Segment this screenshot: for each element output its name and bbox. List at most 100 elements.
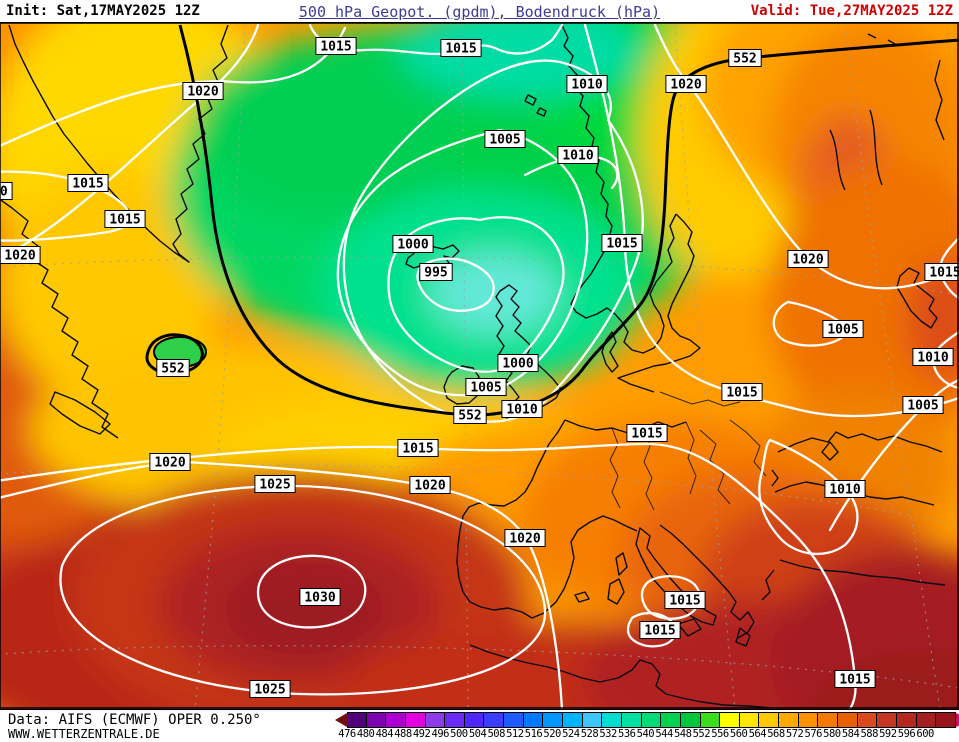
svg-text:1020: 1020 xyxy=(509,532,540,547)
svg-text:1020: 1020 xyxy=(670,78,701,93)
colorbar-tick-label: 600 xyxy=(916,728,934,740)
colorbar-tick-label: 580 xyxy=(823,728,841,740)
pressure-label: 1020 xyxy=(409,476,451,494)
pressure-label: 1015 xyxy=(924,263,959,281)
colorbar-segment xyxy=(621,712,642,728)
pressure-label: 1015 xyxy=(601,234,643,252)
colorbar-segment xyxy=(582,712,603,728)
svg-text:1005: 1005 xyxy=(489,133,520,148)
svg-text:1010: 1010 xyxy=(562,149,593,164)
pressure-label: 1000 xyxy=(392,235,434,253)
svg-text:1015: 1015 xyxy=(839,673,870,688)
colorbar-tick-label: 488 xyxy=(394,728,412,740)
pressure-label: 1015 xyxy=(639,621,681,639)
header-bar: Init: Sat,17MAY2025 12Z 500 hPa Geopot. … xyxy=(0,0,959,23)
colorbar-tick-label: 500 xyxy=(450,728,468,740)
colorbar-tick-label: 572 xyxy=(785,728,804,740)
pressure-label: 1010 xyxy=(824,480,866,498)
graticule-lines xyxy=(0,24,959,709)
svg-text:1015: 1015 xyxy=(644,624,675,639)
colorbar-segment xyxy=(504,712,524,728)
svg-text:1010: 1010 xyxy=(506,403,537,418)
colorbar-tick-label: 556 xyxy=(711,728,729,740)
svg-text:1025: 1025 xyxy=(254,683,285,698)
svg-text:1020: 1020 xyxy=(154,456,185,471)
pressure-label: 1015 xyxy=(315,37,357,55)
colorbar-segment xyxy=(543,712,564,728)
colorbar-tick-label: 544 xyxy=(655,728,673,740)
pressure-label: 1005 xyxy=(465,378,507,396)
colorbar-segment xyxy=(366,712,387,728)
geopotential-colorbar: 476 480 484 488 492 496 500 504 508 512 516 520 524 5… xyxy=(335,712,959,741)
colorbar-segment xyxy=(523,712,544,728)
colorbar-segment xyxy=(563,712,583,728)
pressure-label: 1015 xyxy=(440,39,482,57)
colorbar-tick-label: 476 xyxy=(338,728,356,740)
colorbar-tick-label: 584 xyxy=(841,728,860,740)
colorbar-tick-label: 508 xyxy=(487,728,505,740)
svg-text:1015: 1015 xyxy=(445,42,476,57)
pressure-label: 1005 xyxy=(484,130,526,148)
svg-text:1000: 1000 xyxy=(397,238,428,253)
svg-text:1015: 1015 xyxy=(669,594,700,609)
colorbar-segment xyxy=(602,712,622,728)
colorbar-segment xyxy=(818,712,839,728)
website-label: WWW.WETTERZENTRALE.DE xyxy=(8,727,160,741)
svg-text:1020: 1020 xyxy=(792,253,823,268)
colorbar-right-arrow xyxy=(955,713,959,727)
svg-text:552: 552 xyxy=(161,362,184,377)
colorbar-segment xyxy=(798,712,819,728)
colorbar-tick-label: 540 xyxy=(636,728,655,740)
colorbar-tick-label: 588 xyxy=(860,728,878,740)
geopotential-label: 552 xyxy=(728,49,762,67)
pressure-label: 1010 xyxy=(501,400,543,418)
svg-text:1015: 1015 xyxy=(631,427,662,442)
pressure-label: 1010 xyxy=(0,182,13,200)
colorbar-segment xyxy=(405,712,426,728)
colorbar-tick-label: 552 xyxy=(692,728,711,740)
colorbar-tick-label: 560 xyxy=(729,728,748,740)
pressure-label: 1010 xyxy=(557,146,599,164)
pressure-label: 1020 xyxy=(0,246,41,264)
pressure-label: 1015 xyxy=(664,591,706,609)
pressure-label: 1015 xyxy=(67,174,109,192)
pressure-label: 1020 xyxy=(665,75,707,93)
pressure-label: 1005 xyxy=(822,320,864,338)
svg-text:1015: 1015 xyxy=(929,266,959,281)
pressure-label: 1010 xyxy=(566,75,608,93)
colorbar-tick-label: 596 xyxy=(897,728,916,740)
colorbar-segment xyxy=(700,712,721,728)
colorbar-segment xyxy=(779,712,799,728)
colorbar-tick-label: 520 xyxy=(543,728,561,740)
colorbar-tick-label: 512 xyxy=(506,728,524,740)
svg-text:552: 552 xyxy=(733,52,756,67)
svg-text:1015: 1015 xyxy=(109,213,140,228)
pressure-label: 1020 xyxy=(504,529,546,547)
colorbar-segment xyxy=(739,712,760,728)
svg-text:1030: 1030 xyxy=(304,591,335,606)
svg-text:1015: 1015 xyxy=(402,442,433,457)
svg-text:1005: 1005 xyxy=(827,323,858,338)
pressure-label: 1020 xyxy=(182,82,224,100)
pressure-label: 1030 xyxy=(299,588,341,606)
svg-text:1010: 1010 xyxy=(917,351,948,366)
svg-text:1000: 1000 xyxy=(502,357,533,372)
colorbar-tick-label: 484 xyxy=(375,728,394,740)
geopotential-label: 552 xyxy=(453,406,487,424)
colorbar-segment xyxy=(445,712,465,728)
pressure-label: 1015 xyxy=(397,439,439,457)
colorbar-segment xyxy=(425,712,446,728)
svg-text:1005: 1005 xyxy=(470,381,501,396)
weather-map: 1015 1015 1010 1020 1020 1005 1010 1015 1010 1015… xyxy=(0,23,959,709)
svg-text:995: 995 xyxy=(424,266,447,281)
colorbar-segment xyxy=(484,712,505,728)
colorbar-tick-label: 496 xyxy=(431,728,450,740)
pressure-label: 1020 xyxy=(787,250,829,268)
pressure-label: 1025 xyxy=(249,680,291,698)
colorbar-segment xyxy=(896,712,917,728)
pressure-label: 1010 xyxy=(912,348,954,366)
colorbar-segment xyxy=(857,712,878,728)
pressure-label: 1015 xyxy=(626,424,668,442)
colorbar-segment xyxy=(720,712,740,728)
svg-text:1020: 1020 xyxy=(187,85,218,100)
